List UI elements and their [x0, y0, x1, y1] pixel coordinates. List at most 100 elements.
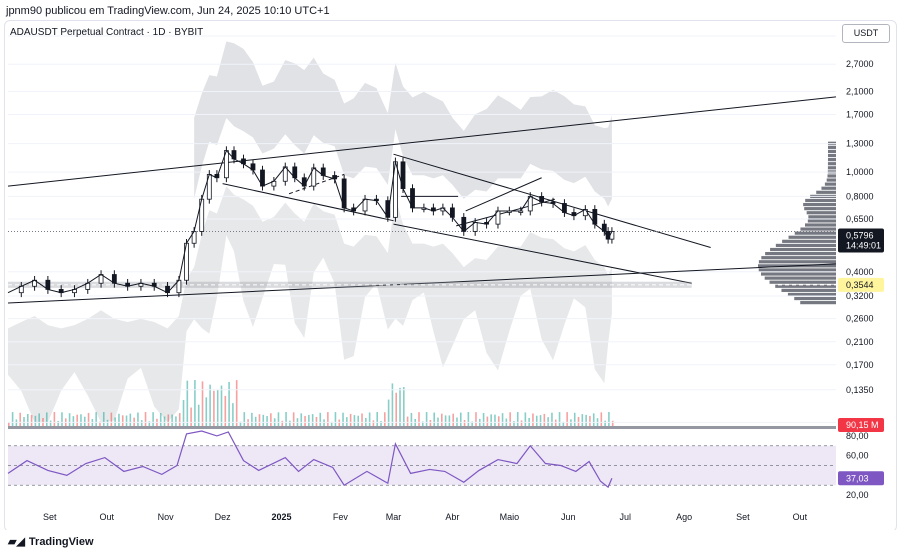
- volume-bar: [292, 412, 295, 428]
- volume-bar: [471, 421, 473, 428]
- volume-bar: [372, 420, 375, 428]
- volume-bar: [34, 415, 37, 428]
- volume-profile-bar: [827, 162, 836, 166]
- price-layer: [7, 146, 615, 298]
- time-axis-tick: Jul: [619, 512, 631, 522]
- volume-bar: [448, 415, 451, 428]
- volume-profile-bar: [770, 247, 836, 252]
- tradingview-logo-icon: ▰◢: [8, 536, 25, 548]
- volume-bar: [494, 414, 496, 428]
- volume-bar: [528, 417, 530, 428]
- lower-channel-trendline[interactable]: [7, 263, 837, 304]
- volume-bar: [425, 412, 428, 428]
- volume-bar: [247, 419, 249, 428]
- lower-deviation-band: [8, 186, 612, 423]
- rising-wedge-lower-line[interactable]: [456, 198, 556, 227]
- volume-profile-bar: [827, 158, 836, 162]
- volume-bar: [281, 420, 284, 428]
- volume-profile-bar: [805, 198, 836, 203]
- time-axis-tick: 2025: [271, 512, 291, 522]
- volume-bar: [342, 412, 344, 428]
- volume-bar: [414, 418, 417, 428]
- volume-bar: [380, 421, 382, 428]
- volume-bar: [581, 414, 584, 428]
- volume-bar: [330, 421, 333, 428]
- volume-bar: [608, 412, 610, 428]
- volume-profile-bar: [782, 239, 836, 243]
- volume-bar: [490, 414, 492, 428]
- volume-bar: [220, 385, 223, 428]
- volume-bar: [475, 412, 477, 428]
- volume-bar: [38, 413, 40, 428]
- price-axis-tick: 2,7000: [846, 59, 874, 69]
- volume-bar: [205, 397, 208, 428]
- volume-bar: [186, 380, 189, 428]
- volume-bar: [418, 412, 420, 428]
- rsi-line: [7, 430, 613, 489]
- volume-bar: [384, 412, 386, 428]
- volume-bar: [53, 412, 56, 428]
- time-axis-tick: Jun: [561, 512, 576, 522]
- volume-bar: [224, 395, 227, 428]
- volume-profile-bar: [781, 288, 836, 292]
- volume-bar: [387, 399, 390, 428]
- volume-bar: [365, 417, 367, 428]
- upper-channel-trendline[interactable]: [7, 96, 837, 187]
- time-axis-tick: Fev: [333, 512, 349, 522]
- volume-profile-bar: [764, 276, 836, 280]
- tradingview-logo[interactable]: ▰◢ TradingView: [8, 535, 94, 548]
- volume-profile-bar: [827, 166, 836, 170]
- volume-bar: [513, 421, 515, 428]
- volume-bar: [178, 413, 181, 428]
- volume-bar: [395, 392, 398, 428]
- level-price-label: 0,3544: [846, 280, 874, 290]
- price-axis-tick: 0,2100: [846, 337, 874, 347]
- volume-profile-bar: [775, 243, 836, 248]
- volume-bar: [516, 412, 519, 428]
- price-axis-tick: 0,1350: [846, 385, 874, 395]
- time-axis-tick: Ago: [676, 512, 692, 522]
- rising-wedge-upper-line[interactable]: [465, 177, 542, 212]
- price-axis-tick: 2,1000: [846, 87, 874, 97]
- volume-bar: [216, 389, 219, 428]
- volume-bar: [524, 412, 527, 428]
- volume-bar: [87, 412, 90, 428]
- volume-bar: [535, 415, 538, 428]
- pennant-upper-line[interactable]: [288, 173, 345, 195]
- time-axis-tick: Mar: [386, 512, 402, 522]
- volume-bar: [110, 412, 113, 428]
- volume-value-label-bg: [838, 418, 884, 432]
- volume-bar: [235, 380, 238, 428]
- volume-bar: [539, 415, 542, 428]
- volume-bar: [171, 414, 173, 428]
- volume-bar: [300, 413, 303, 428]
- volume-bar: [296, 418, 299, 428]
- descending-support-line[interactable]: [393, 223, 692, 284]
- volume-bar: [270, 413, 272, 428]
- last-price-label-bg: [838, 228, 884, 253]
- descending-resistance-line[interactable]: [393, 153, 711, 248]
- axis-layer: 3,50002,70002,10001,70001,30001,00000,80…: [43, 31, 884, 522]
- volume-bar: [349, 413, 352, 428]
- volume-bar: [323, 419, 325, 428]
- volume-bar: [11, 412, 14, 428]
- volume-bar: [159, 413, 162, 428]
- time-axis-tick: Nov: [158, 512, 175, 522]
- volume-profile-bar: [769, 280, 836, 284]
- volume-bar: [558, 412, 561, 428]
- volume-baseline: [8, 426, 836, 429]
- volume-profile-bar: [827, 174, 836, 178]
- footer-bar: [0, 530, 900, 552]
- volume-bar: [258, 414, 261, 428]
- volume-bar: [61, 412, 63, 428]
- volume-bar: [137, 412, 139, 428]
- volume-bar: [585, 414, 587, 428]
- level-price-label-bg: [838, 277, 884, 292]
- volume-bar: [125, 415, 128, 428]
- currency-button[interactable]: USDT: [842, 24, 890, 43]
- volume-profile-bar: [788, 235, 836, 239]
- volume-bar: [562, 421, 565, 428]
- volume-profile-bar: [816, 190, 836, 194]
- volume-bar: [422, 421, 424, 428]
